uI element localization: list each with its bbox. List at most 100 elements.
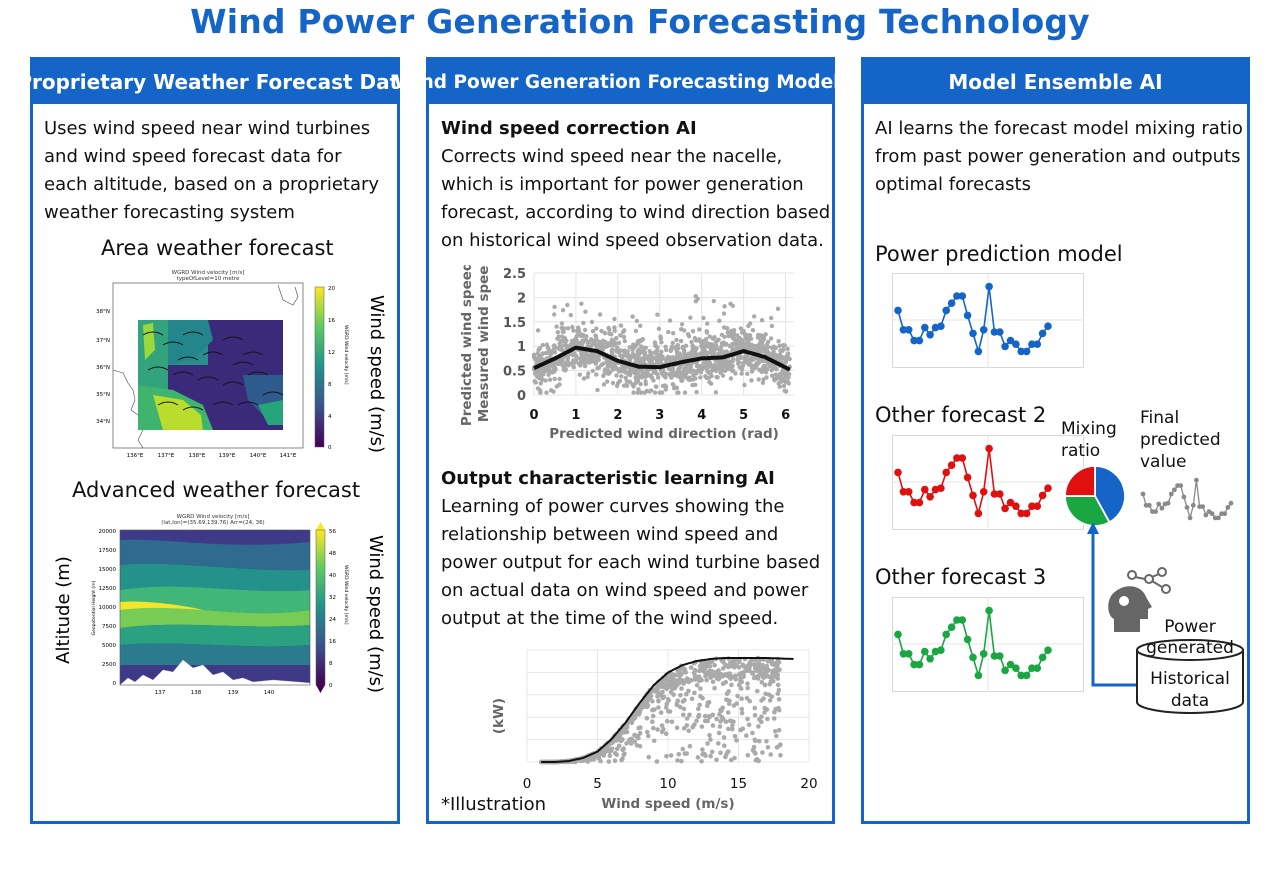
- scatter-point: [630, 347, 635, 353]
- scatter-point: [710, 712, 716, 718]
- series-point: [1022, 509, 1031, 518]
- scatter-point: [538, 381, 543, 386]
- scatter-point: [663, 344, 668, 349]
- scatter-point: [765, 350, 771, 355]
- scatter-point: [698, 351, 703, 356]
- scatter-point: [634, 369, 639, 374]
- final-predicted-chart: [1140, 477, 1234, 521]
- scatter-point: [736, 658, 741, 663]
- scatter-point: [725, 664, 731, 670]
- scatter-point: [762, 710, 767, 715]
- scatter-point: [710, 723, 716, 728]
- series-point: [958, 454, 967, 462]
- scatter-point: [691, 670, 697, 675]
- scatter-point: [750, 730, 755, 736]
- scatter-point: [533, 357, 538, 362]
- mixing-ratio-pie: [1064, 465, 1126, 527]
- scatter-point: [656, 326, 662, 331]
- scatter-point: [661, 726, 666, 732]
- scatter-point: [617, 378, 623, 384]
- scatter-point: [736, 682, 742, 688]
- scatter-point: [684, 691, 689, 697]
- scatter-point: [636, 725, 641, 731]
- y-tick-label: 1.5: [503, 316, 526, 331]
- scatter-point: [627, 379, 633, 385]
- scatter-point: [676, 752, 682, 757]
- scatter-point: [756, 758, 761, 764]
- scatter-point: [660, 383, 666, 389]
- series-point: [904, 488, 913, 496]
- scatter-point: [765, 659, 771, 664]
- adv-y-tick: 2500: [102, 662, 116, 668]
- scatter-point: [655, 352, 660, 358]
- scatter-point: [597, 339, 602, 345]
- scatter-point: [735, 333, 740, 338]
- scatter-point: [586, 371, 591, 376]
- x-axis-label: Predicted wind direction (rad): [549, 426, 779, 442]
- scatter-point: [741, 360, 746, 366]
- scatter-point: [637, 730, 643, 736]
- scatter-point: [718, 750, 723, 756]
- scatter-point: [601, 382, 607, 387]
- scatter-point: [641, 701, 646, 707]
- scatter-point: [731, 336, 736, 341]
- scatter-point: [620, 329, 626, 335]
- scatter-point: [557, 382, 562, 387]
- output-learning-heading: Output characteristic learning AI: [441, 468, 775, 489]
- series-point: [1028, 502, 1036, 510]
- scatter-point: [574, 353, 579, 359]
- scatter-point: [654, 384, 659, 389]
- scatter-point: [781, 347, 786, 352]
- scatter-point: [768, 679, 774, 684]
- map-cbar-tick: 0: [328, 445, 332, 451]
- scatter-point: [777, 352, 783, 357]
- scatter-point: [556, 334, 561, 339]
- adv-x-tick: 140: [264, 690, 275, 696]
- scatter-point: [678, 338, 684, 344]
- final-point: [1200, 504, 1206, 509]
- scatter-point: [682, 751, 688, 756]
- series-point: [1038, 329, 1047, 338]
- scatter-point: [694, 363, 700, 368]
- scatter-point: [560, 357, 565, 363]
- scatter-point: [674, 351, 680, 356]
- scatter-point: [664, 701, 670, 707]
- scatter-point: [675, 758, 680, 763]
- scatter-point: [692, 690, 697, 696]
- scatter-point: [724, 366, 730, 372]
- scatter-point: [727, 671, 733, 676]
- final-point: [1203, 512, 1209, 518]
- series-point: [996, 328, 1004, 336]
- adv-y-tick: 15000: [99, 567, 117, 573]
- scatter-point: [647, 389, 652, 394]
- other-forecast-2-chart: [892, 435, 1084, 530]
- scatter-point: [763, 666, 768, 672]
- scatter-point: [714, 374, 719, 380]
- scatter-point: [668, 753, 674, 758]
- scatter-point: [749, 658, 754, 663]
- scatter-point: [585, 374, 590, 380]
- scatter-point: [611, 339, 617, 345]
- scatter-point: [724, 349, 729, 354]
- scatter-point: [687, 712, 692, 718]
- scatter-point: [704, 352, 710, 357]
- scatter-point: [544, 390, 549, 395]
- scatter-point: [622, 751, 627, 756]
- scatter-point: [730, 363, 735, 368]
- scatter-point: [700, 339, 706, 344]
- scatter-point: [716, 741, 721, 746]
- scatter-point: [767, 362, 772, 368]
- scatter-point: [745, 685, 750, 691]
- adv-y-tick: 20000: [99, 529, 117, 535]
- series-point: [990, 652, 999, 660]
- scatter-point: [775, 691, 781, 696]
- scatter-point: [594, 342, 600, 348]
- scatter-point: [690, 724, 695, 730]
- final-point: [1159, 505, 1165, 511]
- scatter-point: [671, 331, 676, 336]
- scatter-point: [535, 328, 541, 333]
- scatter-point: [721, 311, 727, 316]
- scatter-point: [765, 745, 771, 750]
- scatter-point: [552, 376, 557, 382]
- scatter-point: [750, 328, 756, 333]
